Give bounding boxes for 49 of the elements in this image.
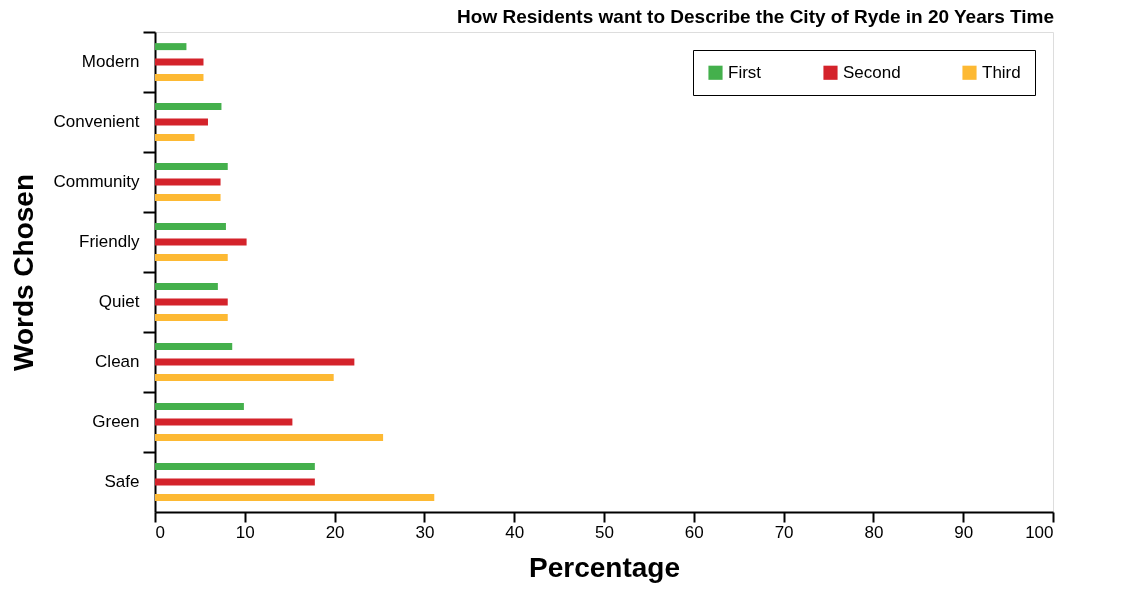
bar [155,223,226,231]
x-tick-label: 10 [235,522,255,542]
y-tick-label: Green [92,412,140,431]
bar [155,403,244,411]
bar [155,193,221,201]
y-tick-label: Modern [81,52,140,71]
x-tick-label: 100 [1025,522,1054,542]
bar [155,343,233,351]
x-tick-label: 70 [774,522,794,542]
bar [155,118,208,126]
x-tick-label: 40 [505,522,525,542]
bar [155,103,222,111]
bar [155,238,247,246]
x-tick-label: 0 [155,522,165,542]
bar [155,43,187,51]
x-tick-label: 90 [954,522,974,542]
x-tick-label: 80 [864,522,884,542]
y-tick-label: Safe [104,472,140,491]
bar [155,433,384,441]
bar [155,493,435,501]
bar [155,283,218,291]
bar [155,478,315,486]
chart-title: How Residents want to Describe the City of Ryde in 20 Years Time [457,6,1054,27]
bar [155,358,355,366]
x-tick-label: 30 [415,522,435,542]
x-tick-label: 50 [595,522,614,542]
y-tick-label: Community [53,172,140,191]
legend-label: First [728,62,762,82]
bar [155,463,315,471]
bar [155,133,195,141]
bar [155,373,334,381]
bar [155,178,221,186]
bar [155,253,228,261]
bar [155,298,228,306]
y-tick-label: Convenient [53,112,140,131]
y-tick-label: Friendly [79,232,140,251]
bar [155,163,228,171]
bar [155,418,293,426]
bar [155,58,204,66]
x-axis-title: Percentage [529,551,680,583]
bar [155,313,228,321]
x-tick-label: 20 [325,522,345,542]
legend-label: Third [982,62,1021,82]
y-tick-label: Clean [95,352,140,371]
legend-label: Second [843,62,901,82]
y-tick-label: Quiet [98,292,140,311]
bar [155,73,204,81]
y-axis-title: Words Chosen [8,173,40,372]
x-tick-label: 60 [684,522,704,542]
